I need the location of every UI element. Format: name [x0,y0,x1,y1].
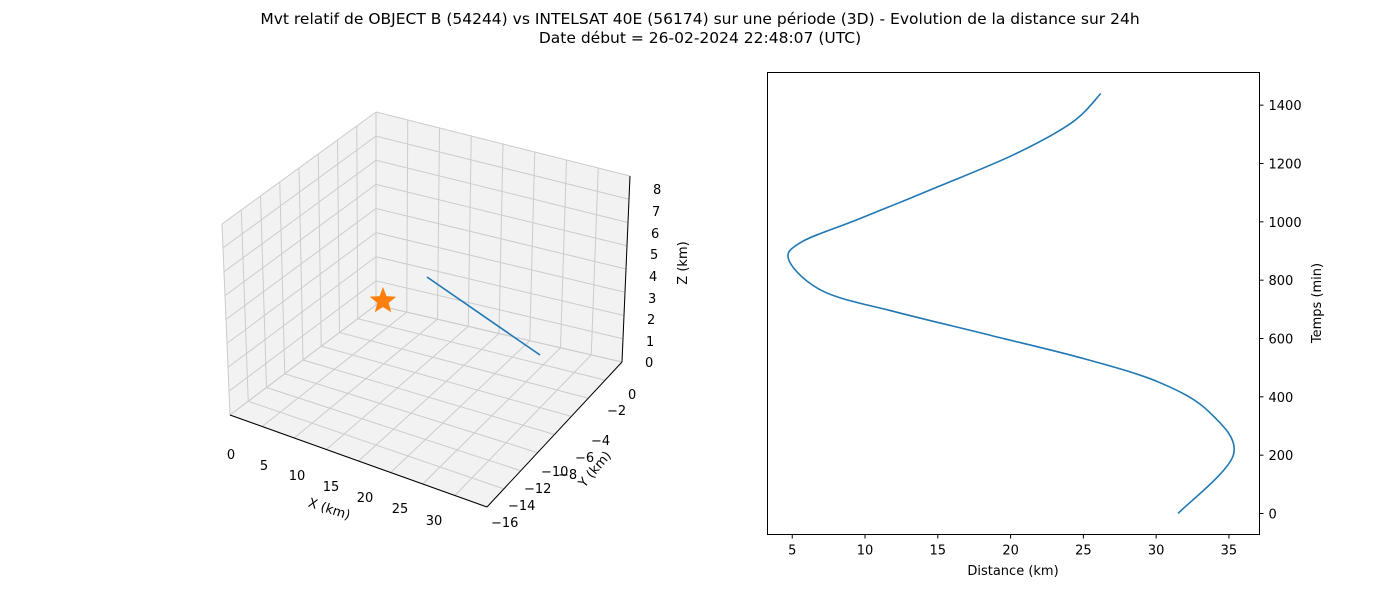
grid-line [229,304,377,416]
z-tick-label: 0 [645,356,653,371]
z-tick-label: 1 [646,335,654,350]
chart-subtitle-date: Date début = 26-02-2024 22:48:07 (UTC) [538,29,862,47]
z-tick-label: 7 [652,205,660,220]
trajectory-line [426,276,541,356]
grid-line [375,183,628,247]
y-tick-label: 600 [1269,333,1294,348]
y-tick-label: 0 [628,388,636,403]
y-tick-label: 0 [1269,508,1277,523]
x-tick-label: 15 [323,480,340,495]
y-tick-label: −14 [508,499,535,514]
y-ticks: 0 −2 −4 −6 −8 −10 −12 −14 −16 [491,388,636,531]
y-tick-label: −12 [524,482,551,497]
grid-line [375,135,630,200]
z-tick-label: 5 [650,248,658,263]
y-tick-label: −10 [541,465,568,480]
grid-line [375,159,629,223]
x-tick-label: 0 [227,448,235,463]
grid-line [225,208,377,320]
grid-line [321,345,572,417]
x-axis-line [229,414,488,508]
grid-line [375,232,626,293]
z-axis-label: Z (km) [676,241,691,284]
plot-frame [767,72,1260,535]
grid-line [284,373,538,454]
y-tick-label: −8 [558,468,577,483]
z-tick-label: 6 [651,227,659,242]
x-tick-label: 35 [1221,544,1238,559]
grid-line [221,111,377,225]
x-tick-label: 5 [788,544,796,559]
y-axis-label-2d: Temps (min) [1310,263,1325,344]
star-marker [369,287,397,313]
z-ticks: 0 1 2 3 4 5 6 7 8 [645,183,661,371]
x-tick-label: 25 [392,502,409,517]
y-tick-label: 800 [1269,274,1294,289]
distance-curve [787,92,1235,515]
axes-3d [229,175,631,508]
y-tick-label: −16 [491,516,518,531]
grid-line [302,359,555,435]
chart-title: Mvt relatif de OBJECT B (54244) vs INTEL… [260,10,1140,28]
x-tick-label: 30 [1148,544,1165,559]
y-tick-label: −4 [591,434,610,449]
x-axis-label-2d: Distance (km) [967,564,1058,579]
grid-line [375,208,627,270]
x-tick-label: 10 [857,544,874,559]
x-tick-label: 15 [930,544,947,559]
x-tick-label: 5 [260,459,268,474]
grid-line [375,280,624,340]
y-tick-label: 200 [1269,449,1294,464]
grid-line [224,183,377,297]
z-tick-label: 4 [649,270,657,285]
grid-line [375,304,623,363]
y-ticks-2d: 0 200 400 600 800 1000 1200 1400 [1259,99,1302,523]
grid-line [339,332,589,399]
y-tick-label: −6 [575,451,594,466]
z-axis-line [621,175,631,363]
x-tick-label: 25 [1075,544,1092,559]
grid-line [375,256,625,316]
grid-line [248,400,505,490]
x-ticks: 0 5 10 15 20 25 30 [227,448,442,529]
x-ticks-2d: 5 10 15 20 25 30 35 [788,534,1238,559]
y-tick-label: 1000 [1269,216,1302,231]
y-tick-label: 400 [1269,391,1294,406]
x-tick-label: 20 [1002,544,1019,559]
z-tick-label: 8 [653,183,661,198]
x-tick-label: 20 [357,491,374,506]
x-tick-label: 10 [289,469,306,484]
y-tick-label: 1200 [1269,158,1302,173]
grid-3d [221,111,631,508]
grid-line [228,280,377,392]
y-tick-label: −2 [607,404,626,419]
y-tick-label: 1400 [1269,99,1302,114]
grid-line [227,256,377,368]
grid-line [266,387,521,472]
grid-line [222,135,377,249]
grid-line [226,232,377,344]
grid-line [375,111,631,177]
y-axis-line [486,361,623,508]
z-tick-label: 2 [647,313,655,328]
plot-3d: 0 5 10 15 20 25 30 X (km) 0 −2 −4 −6 −8 … [221,111,691,531]
grid-line [223,159,377,273]
series-2d [787,92,1235,515]
z-tick-label: 3 [648,292,656,307]
series-3d [369,276,541,356]
grid-line [357,318,606,381]
x-tick-label: 30 [426,514,443,529]
